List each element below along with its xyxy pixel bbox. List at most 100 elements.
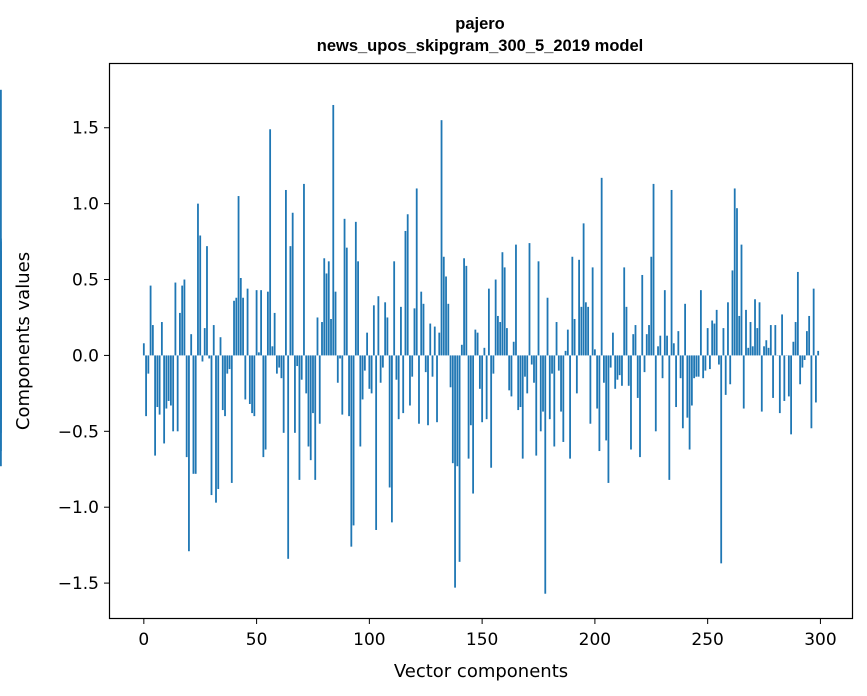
bar-67 bbox=[294, 355, 296, 433]
bar-183 bbox=[555, 322, 558, 356]
bar-128 bbox=[431, 355, 434, 377]
bar-99 bbox=[366, 332, 368, 356]
bar-246 bbox=[697, 355, 700, 377]
bar-31 bbox=[212, 325, 215, 356]
bar-23 bbox=[194, 355, 197, 474]
bar-233 bbox=[668, 355, 671, 480]
bar-282 bbox=[778, 355, 781, 414]
bar-256 bbox=[720, 355, 723, 564]
bar-284 bbox=[783, 355, 786, 401]
bar-41 bbox=[235, 297, 238, 356]
bar-38 bbox=[228, 355, 231, 370]
bar-145 bbox=[469, 355, 472, 426]
bar-116 bbox=[404, 230, 407, 356]
y-tick-label: 1.0 bbox=[72, 195, 99, 215]
bar-103 bbox=[375, 355, 378, 530]
bar-60 bbox=[278, 355, 281, 368]
bar-224 bbox=[648, 325, 650, 356]
y-tick-label: −0.5 bbox=[58, 422, 99, 442]
bar-105 bbox=[379, 355, 382, 383]
bar-186 bbox=[562, 355, 565, 442]
bar-19 bbox=[185, 355, 188, 458]
bar-102 bbox=[372, 305, 375, 356]
bar-104 bbox=[377, 296, 380, 356]
bar-46 bbox=[246, 288, 249, 356]
bar-30 bbox=[210, 355, 213, 496]
bar-136 bbox=[449, 355, 452, 388]
bar-76 bbox=[314, 355, 317, 480]
bar-135 bbox=[447, 303, 450, 356]
bar-undefined bbox=[0, 315, 2, 356]
bar-176 bbox=[539, 355, 542, 432]
bar-75 bbox=[312, 355, 314, 414]
bar-248 bbox=[702, 355, 705, 379]
bar-278 bbox=[769, 325, 772, 356]
bar-4 bbox=[151, 325, 154, 356]
chart-title-line2: news_upos_skipgram_300_5_2019 model bbox=[317, 37, 644, 55]
bar-107 bbox=[384, 302, 387, 356]
bar-295 bbox=[808, 315, 811, 356]
bar-56 bbox=[269, 129, 272, 356]
bar-100 bbox=[368, 355, 371, 389]
bar-197 bbox=[587, 306, 590, 356]
bar-54 bbox=[264, 355, 267, 450]
bar-114 bbox=[400, 306, 402, 356]
bar-159 bbox=[501, 252, 504, 356]
bar-250 bbox=[706, 328, 709, 356]
bar-169 bbox=[524, 355, 526, 377]
bar-255 bbox=[718, 355, 720, 365]
bar-47 bbox=[248, 355, 251, 404]
bar-11 bbox=[167, 355, 170, 401]
bar-125 bbox=[424, 355, 427, 373]
bar-163 bbox=[510, 355, 513, 397]
bar-106 bbox=[381, 355, 384, 368]
bar-191 bbox=[573, 318, 576, 356]
bar-74 bbox=[309, 355, 312, 461]
bar-13 bbox=[172, 355, 175, 432]
bar-27 bbox=[203, 328, 206, 356]
bar-279 bbox=[772, 355, 774, 398]
bar-42 bbox=[237, 196, 240, 356]
bar-86 bbox=[336, 355, 339, 383]
bar-208 bbox=[612, 332, 614, 356]
bar-289 bbox=[794, 322, 797, 356]
x-tick-label: 50 bbox=[246, 630, 268, 650]
bar-165 bbox=[515, 244, 517, 356]
bar-160 bbox=[503, 267, 506, 356]
bar-101 bbox=[370, 355, 373, 394]
bar-238 bbox=[679, 355, 682, 379]
bar-190 bbox=[571, 256, 574, 356]
bar-286 bbox=[787, 355, 790, 397]
bar-220 bbox=[639, 355, 641, 458]
bar-164 bbox=[512, 341, 515, 356]
bar-97 bbox=[361, 355, 364, 400]
bar-148 bbox=[476, 332, 479, 356]
bar-272 bbox=[756, 328, 759, 356]
bar-119 bbox=[411, 355, 414, 377]
bar-65 bbox=[289, 246, 292, 356]
x-tick-label: 100 bbox=[353, 630, 385, 650]
bar-168 bbox=[521, 355, 524, 459]
bar-85 bbox=[334, 291, 337, 356]
bar-237 bbox=[677, 331, 680, 356]
bar-undefined bbox=[0, 355, 2, 368]
bar-43 bbox=[239, 278, 242, 356]
bar-120 bbox=[413, 308, 416, 356]
bar-72 bbox=[305, 355, 308, 394]
bar-70 bbox=[300, 355, 303, 380]
bar-203 bbox=[600, 177, 603, 356]
bar-189 bbox=[569, 355, 571, 459]
plot-area-frame bbox=[108, 62, 854, 620]
bar-236 bbox=[675, 355, 677, 408]
bar-290 bbox=[796, 271, 799, 356]
bar-140 bbox=[458, 355, 461, 562]
bar-94 bbox=[354, 221, 357, 356]
bar-93 bbox=[352, 355, 355, 526]
bar-166 bbox=[517, 355, 520, 411]
bar-266 bbox=[742, 355, 745, 409]
bar-45 bbox=[244, 355, 247, 400]
bar-151 bbox=[483, 347, 486, 356]
bar-227 bbox=[654, 355, 657, 432]
bar-143 bbox=[465, 265, 468, 356]
chart-title-line1: pajero bbox=[455, 15, 505, 33]
